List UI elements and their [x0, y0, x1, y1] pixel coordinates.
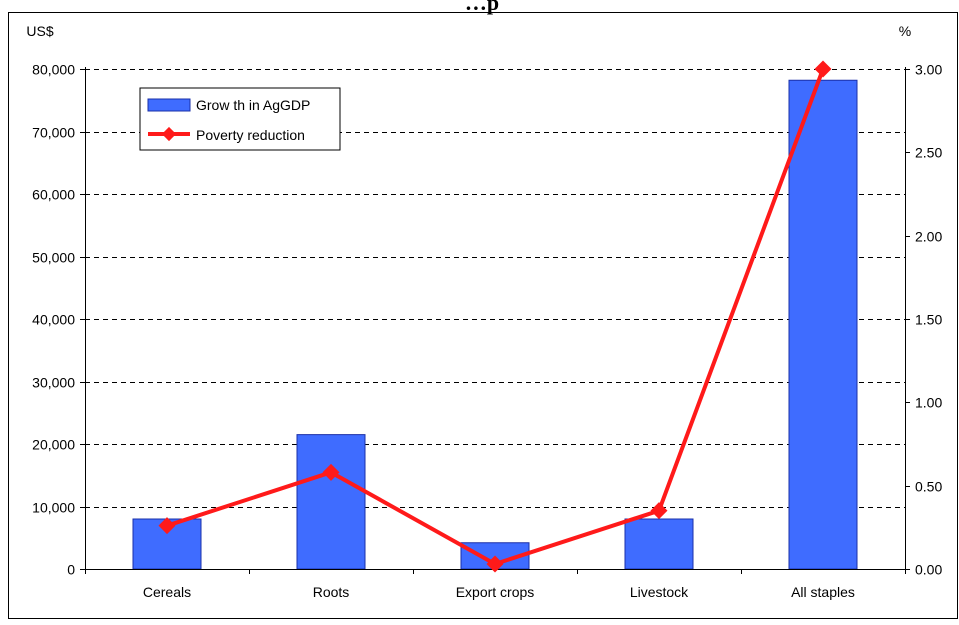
right-tick-label: 0.00 — [915, 562, 942, 578]
poverty-point-all-staples — [814, 60, 832, 78]
poverty-point-cereals — [158, 517, 176, 535]
right-tick-label: 1.50 — [915, 312, 942, 328]
chart-title: …p — [465, 0, 499, 15]
axis-layer: 0 10,000 20,000 30,000 40,000 50,000 60,000 70,… — [32, 62, 942, 601]
left-tick-label: 80,000 — [32, 62, 75, 78]
left-axis-unit: US$ — [26, 23, 53, 39]
x-tick-label: Roots — [313, 584, 350, 600]
x-tick-label: Cereals — [143, 584, 191, 600]
left-tick-label: 70,000 — [32, 125, 75, 141]
x-tick-label: Livestock — [630, 584, 689, 600]
right-tick-label: 1.00 — [915, 395, 942, 411]
bar-roots — [296, 434, 366, 570]
bar-layer — [132, 79, 858, 570]
left-tick-label: 40,000 — [32, 312, 75, 328]
poverty-point-export-crops — [486, 555, 504, 573]
poverty-point-roots — [322, 463, 340, 481]
left-tick-label: 30,000 — [32, 375, 75, 391]
left-tick-label: 20,000 — [32, 437, 75, 453]
bar-all-staples — [788, 79, 858, 570]
left-tick-label: 50,000 — [32, 250, 75, 266]
legend-line-label: Poverty reduction — [196, 127, 305, 143]
left-tick-label: 60,000 — [32, 187, 75, 203]
left-tick-label: 0 — [67, 562, 75, 578]
bar-livestock — [624, 518, 694, 570]
legend: Grow th in AgGDP Poverty reduction — [139, 87, 341, 151]
right-tick-label: 3.00 — [915, 62, 942, 78]
right-tick-label: 0.50 — [915, 479, 942, 495]
legend-line-marker — [161, 126, 177, 142]
left-tick-label: 10,000 — [32, 500, 75, 516]
x-tick-label: Export crops — [456, 584, 535, 600]
legend-box — [139, 87, 341, 151]
right-tick-label: 2.50 — [915, 145, 942, 161]
poverty-point-livestock — [650, 502, 668, 520]
x-tick-label: All staples — [791, 584, 855, 600]
line-layer — [158, 60, 832, 573]
legend-bar-label: Grow th in AgGDP — [196, 97, 310, 113]
right-tick-label: 2.00 — [915, 229, 942, 245]
legend-bar-swatch — [147, 98, 191, 112]
right-axis-unit: % — [899, 23, 911, 39]
